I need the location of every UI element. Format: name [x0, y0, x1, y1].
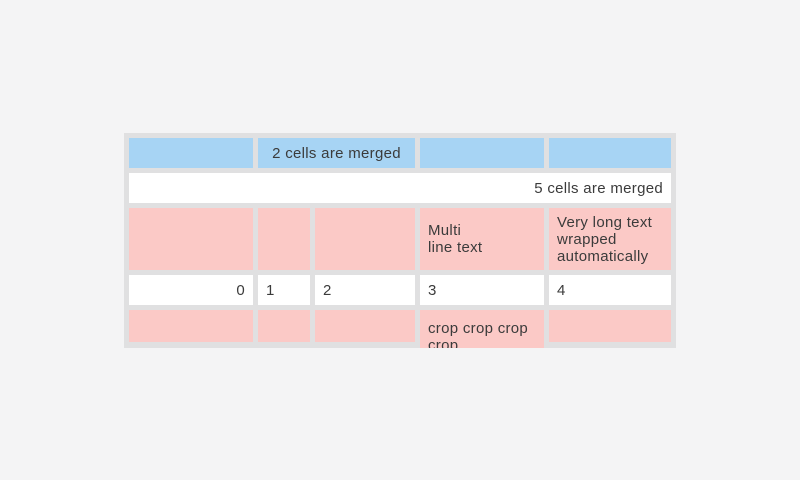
table-cell-r5-c5 [549, 310, 671, 342]
table-container: 2 cells are merged 5 cells are merged Mult… [124, 133, 676, 348]
cell-text: Very long text wrapped automatically [557, 213, 653, 265]
table-row-header-row: 2 cells are merged [129, 138, 671, 168]
table-cell-r3-c1 [129, 208, 253, 270]
table-cell-r3-c4: Multi line text [420, 208, 544, 270]
cell-text: 0 [236, 281, 245, 299]
table-row-multiline-row: Multi line text Very long text wrapped au… [129, 208, 671, 270]
table-cell-r4-c2: 1 [258, 275, 310, 305]
table-cell-r5-c4: crop crop crop crop [420, 310, 544, 348]
table-cell-r1-c1 [129, 138, 253, 168]
table-row-numbers-row: 0 1 2 3 4 [129, 275, 671, 305]
table-cell-r5-c3 [315, 310, 415, 342]
table-cell-r2-c1: 5 cells are merged [129, 173, 671, 203]
table-row-cropped-row: crop crop crop crop [129, 310, 671, 348]
table-cell-r1-c2: 2 cells are merged [258, 138, 415, 168]
table-cell-r3-c5: Very long text wrapped automatically [549, 208, 671, 270]
cell-text: Multi line text [428, 222, 483, 256]
table-cell-r4-c5: 4 [549, 275, 671, 305]
table-cell-r3-c3 [315, 208, 415, 270]
table-cell-r1-c4 [549, 138, 671, 168]
cell-text: crop crop crop crop [428, 320, 529, 348]
cell-text: 4 [557, 281, 566, 299]
table-cell-r4-c4: 3 [420, 275, 544, 305]
table-cell-r4-c1: 0 [129, 275, 253, 305]
table-cell-r4-c3: 2 [315, 275, 415, 305]
table-cell-r5-c2 [258, 310, 310, 342]
cell-text: 2 cells are merged [272, 144, 401, 162]
table-cell-r1-c3 [420, 138, 544, 168]
cell-text: 5 cells are merged [534, 179, 663, 197]
cell-text: 1 [266, 281, 275, 299]
table-cell-r5-c1 [129, 310, 253, 342]
cell-text: 2 [323, 281, 332, 299]
cell-text: 3 [428, 281, 437, 299]
table-cell-r3-c2 [258, 208, 310, 270]
table-row-full-merge-row: 5 cells are merged [129, 173, 671, 203]
